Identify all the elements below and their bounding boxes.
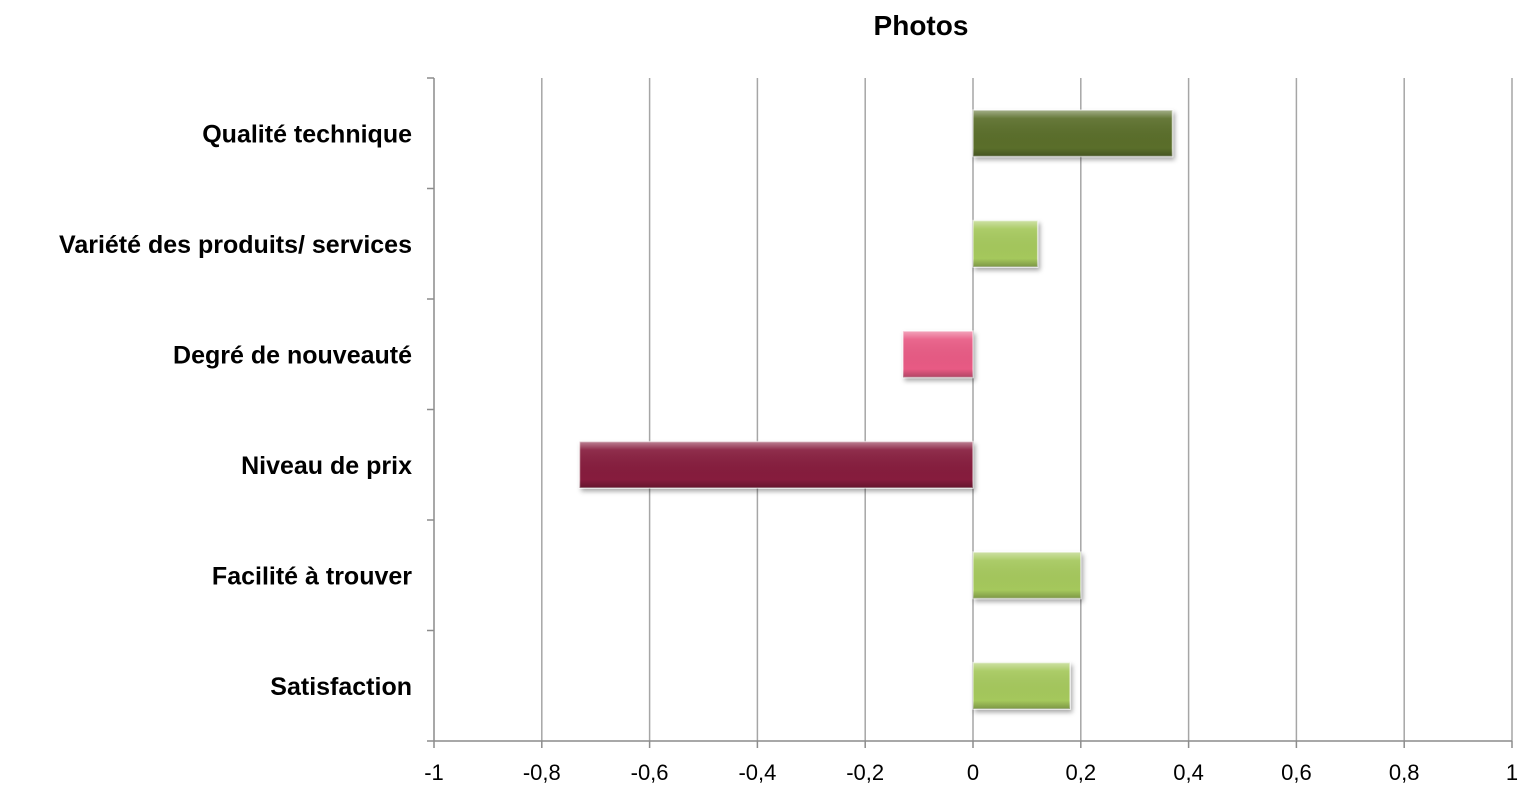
category-label: Niveau de prix — [241, 452, 412, 480]
x-tick-label: -0,4 — [738, 760, 776, 785]
bar — [972, 661, 1071, 710]
x-tick-label: -0,8 — [523, 760, 561, 785]
bars — [578, 109, 1174, 710]
x-tick-label: 1 — [1506, 760, 1518, 785]
x-tick-label: -0,2 — [846, 760, 884, 785]
bar-bevel — [973, 110, 1173, 157]
x-tick-label: 0 — [967, 760, 979, 785]
bar — [972, 109, 1174, 158]
gridlines — [541, 78, 1513, 741]
x-tick-labels: -1 -0,8 -0,6 -0,4 -0,2 0 0,2 0,4 0,6 0,8 1 — [424, 760, 1518, 785]
x-tick-label: 0,6 — [1281, 760, 1312, 785]
bar — [902, 330, 974, 379]
bar — [972, 219, 1039, 268]
category-label: Qualité technique — [202, 120, 412, 148]
bar-bevel — [902, 331, 973, 378]
bar — [578, 440, 974, 489]
x-tick-label: 0,8 — [1389, 760, 1420, 785]
x-tick-label: -1 — [424, 760, 444, 785]
axes — [427, 77, 1513, 748]
x-tick-label: 0,4 — [1173, 760, 1204, 785]
bar — [972, 551, 1082, 600]
bar-bevel — [973, 220, 1038, 267]
category-label: Satisfaction — [270, 673, 412, 701]
category-label: Degré de nouveauté — [173, 341, 412, 369]
category-label: Variété des produits/ services — [59, 231, 412, 259]
chart-title: Photos — [874, 10, 969, 41]
category-label: Facilité à trouver — [212, 562, 412, 590]
category-labels: Qualité technique Variété des produits/ s… — [59, 120, 412, 701]
x-tick-label: 0,2 — [1066, 760, 1097, 785]
bar-bevel — [973, 552, 1081, 599]
bar-bevel — [973, 662, 1071, 709]
x-tick-label: -0,6 — [631, 760, 669, 785]
bar-bevel — [579, 441, 973, 488]
